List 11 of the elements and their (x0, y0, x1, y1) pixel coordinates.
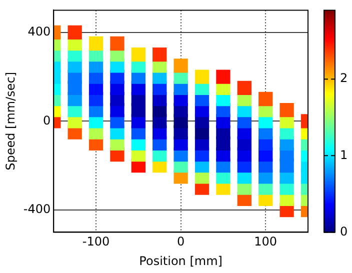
x-tick-label: 0 (176, 234, 185, 249)
y-axis-title: Speed [mm/sec] (3, 72, 18, 170)
y-tick-label: -400 (23, 202, 51, 216)
color-bar-label: 2 (340, 71, 348, 86)
x-tick-label: -100 (82, 234, 110, 249)
x-axis-title: Position [mm] (139, 254, 222, 268)
color-bar-label: 0 (340, 224, 348, 238)
y-tick-label: 400 (28, 24, 51, 39)
color-bar-label: 1 (340, 148, 348, 162)
x-tick-label: 100 (254, 234, 278, 249)
y-tick-label: 0 (42, 113, 51, 128)
